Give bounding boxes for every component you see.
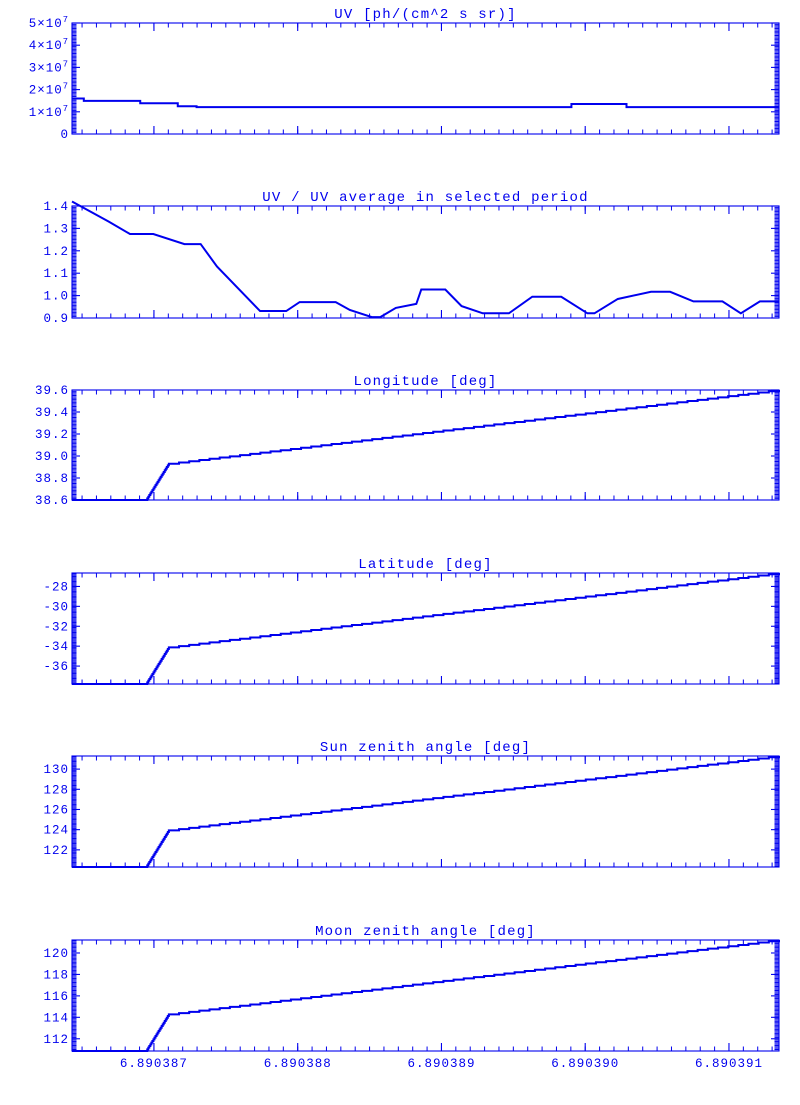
svg-text:Moon zenith angle [deg]: Moon zenith angle [deg]	[315, 924, 536, 940]
svg-text:UV [ph/(cm^2 s sr)]: UV [ph/(cm^2 s sr)]	[334, 7, 516, 23]
svg-text:-36: -36	[43, 660, 69, 674]
svg-text:1.0: 1.0	[43, 290, 69, 304]
svg-text:38.8: 38.8	[35, 472, 69, 486]
svg-text:39.2: 39.2	[35, 428, 69, 442]
svg-text:124: 124	[43, 824, 69, 838]
svg-text:UV / UV average in selected pe: UV / UV average in selected period	[262, 190, 588, 206]
svg-text:6.890389: 6.890389	[407, 1057, 475, 1071]
svg-text:118: 118	[43, 968, 69, 982]
svg-text:6.890391: 6.890391	[695, 1057, 763, 1071]
svg-text:6.890388: 6.890388	[264, 1057, 332, 1071]
svg-text:114: 114	[43, 1011, 69, 1025]
svg-text:120: 120	[43, 947, 69, 961]
svg-text:39.4: 39.4	[35, 406, 69, 420]
svg-text:38.6: 38.6	[35, 494, 69, 508]
svg-text:1.4: 1.4	[43, 200, 69, 214]
svg-text:6.890390: 6.890390	[551, 1057, 619, 1071]
svg-text:-32: -32	[43, 620, 69, 634]
svg-text:-28: -28	[43, 580, 69, 594]
svg-text:Longitude [deg]: Longitude [deg]	[353, 374, 497, 390]
svg-text:39.0: 39.0	[35, 450, 69, 464]
svg-text:0.9: 0.9	[43, 312, 69, 326]
svg-text:126: 126	[43, 803, 69, 817]
svg-text:1.3: 1.3	[43, 222, 69, 236]
svg-text:130: 130	[43, 763, 69, 777]
svg-text:6.890387: 6.890387	[120, 1057, 188, 1071]
svg-text:Latitude [deg]: Latitude [deg]	[358, 557, 492, 573]
svg-text:-34: -34	[43, 640, 69, 654]
svg-text:122: 122	[43, 844, 69, 858]
svg-text:-30: -30	[43, 600, 69, 614]
svg-text:128: 128	[43, 783, 69, 797]
svg-text:112: 112	[43, 1033, 69, 1047]
svg-text:1.2: 1.2	[43, 245, 69, 259]
svg-text:1.1: 1.1	[43, 267, 69, 281]
svg-text:Sun zenith angle [deg]: Sun zenith angle [deg]	[320, 740, 531, 756]
svg-text:0: 0	[60, 128, 69, 142]
svg-text:116: 116	[43, 990, 69, 1004]
svg-text:39.6: 39.6	[35, 384, 69, 398]
